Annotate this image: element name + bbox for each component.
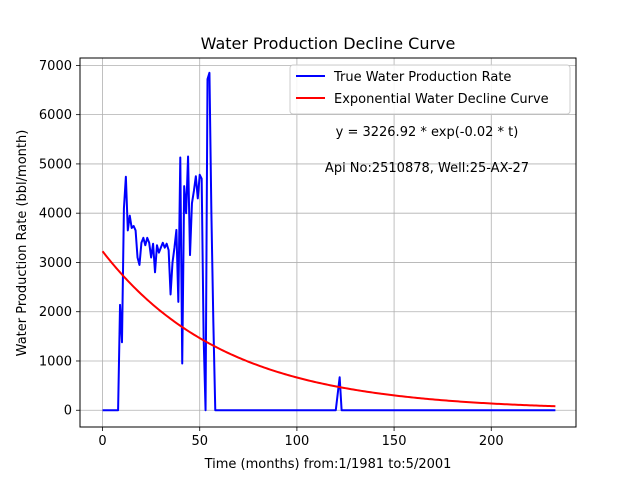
- well-annotation: Api No:2510878, Well:25-AX-27: [325, 161, 529, 176]
- equation-annotation: y = 3226.92 * exp(-0.02 * t): [336, 125, 519, 140]
- y-tick-label: 5000: [39, 157, 72, 172]
- x-tick-label: 150: [382, 434, 407, 449]
- x-tick-label: 100: [284, 434, 309, 449]
- series-line-true-rate: [102, 71, 556, 412]
- y-axis-label: Water Production Rate (bbl/month): [15, 130, 30, 357]
- legend-label-true-rate: True Water Production Rate: [333, 70, 511, 85]
- y-tick-label: 2000: [39, 305, 72, 320]
- legend-label-exponential: Exponential Water Decline Curve: [334, 92, 549, 107]
- x-tick-label: 0: [98, 434, 106, 449]
- plot-frame: [79, 57, 577, 428]
- series-layer: [101, 71, 556, 412]
- x-tick-label: 200: [479, 434, 504, 449]
- x-axis-label: Time (months) from:1/1981 to:5/2001: [204, 457, 452, 472]
- y-tick-label: 3000: [39, 256, 72, 271]
- x-tick-label: 50: [191, 434, 208, 449]
- chart-title: Water Production Decline Curve: [201, 34, 456, 53]
- y-tick-label: 1000: [39, 354, 72, 369]
- legend-box: [289, 64, 571, 115]
- y-tick-label: 0: [64, 404, 72, 419]
- y-tick-label: 7000: [39, 59, 72, 74]
- y-tick-label: 6000: [39, 108, 72, 123]
- y-tick-label: 4000: [39, 207, 72, 222]
- legend: True Water Production Rate Exponential W…: [289, 64, 571, 115]
- ticks: 0 50 100 150 2000100020003000400050006000700…: [39, 59, 504, 449]
- series-line-exponential: [101, 250, 556, 408]
